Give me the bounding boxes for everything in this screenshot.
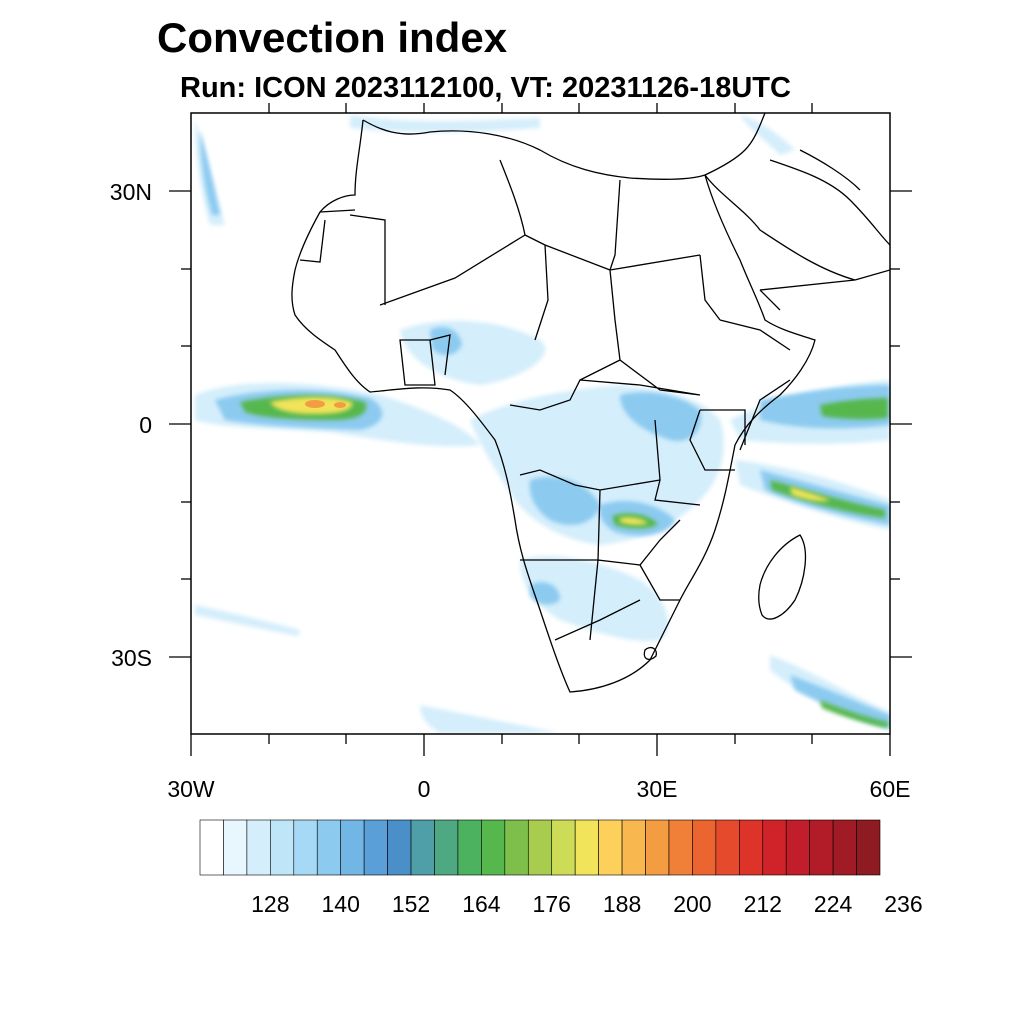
- colorbar-swatch: [739, 819, 764, 876]
- colorbar-swatch: [527, 819, 553, 876]
- colorbar-swatch: [762, 819, 787, 876]
- colorbar-label: 128: [251, 891, 289, 917]
- lon-label-0: 0: [418, 776, 431, 802]
- chart-subtitle: Run: ICON 2023112100, VT: 20231126-18UTC: [180, 72, 791, 104]
- colorbar-swatch: [692, 819, 717, 876]
- colorbar-label: 176: [533, 891, 571, 917]
- colorbar-swatch: [551, 819, 576, 876]
- colorbar-label: 188: [603, 891, 641, 917]
- colorbar-labels: 128 140 152 164 176 188 200 212 224 236: [251, 891, 922, 917]
- lat-label-30n: 30N: [110, 179, 152, 205]
- colorbar-swatch: [387, 819, 412, 876]
- colorbar-label: 236: [884, 891, 922, 917]
- colorbar-swatch: [481, 819, 506, 876]
- axis-ticks: [169, 103, 912, 756]
- colorbar-swatch: [363, 819, 388, 876]
- chart-title: Convection index: [157, 14, 508, 61]
- colorbar-swatch: [621, 819, 646, 876]
- colorbar-swatch: [809, 819, 834, 876]
- colorbar-label: 200: [673, 891, 711, 917]
- colorbar-swatch: [832, 819, 857, 876]
- colorbar-swatch: [223, 819, 248, 876]
- convection-field: [195, 113, 890, 733]
- colorbar-swatch: [410, 819, 435, 876]
- colorbar-swatch: [434, 819, 459, 876]
- colorbar-label: 212: [744, 891, 782, 917]
- colorbar-swatch: [293, 819, 318, 876]
- colorbar-swatch: [785, 819, 810, 876]
- colorbar-swatch: [457, 819, 482, 876]
- colorbar-swatch: [598, 819, 623, 876]
- coastlines: [291, 113, 890, 693]
- colorbar-swatch: [856, 819, 881, 876]
- colorbar-swatch: [504, 819, 529, 876]
- colorbar-label: 224: [814, 891, 853, 917]
- colorbar: [199, 819, 881, 876]
- colorbar-swatch: [645, 819, 670, 876]
- lon-label-30e: 30E: [637, 776, 678, 802]
- colorbar-swatch: [199, 819, 224, 876]
- lat-label-0: 0: [139, 412, 152, 438]
- colorbar-label: 152: [392, 891, 430, 917]
- colorbar-swatch: [715, 819, 740, 876]
- colorbar-swatch: [270, 819, 295, 876]
- colorbar-label: 164: [462, 891, 501, 917]
- colorbar-label: 140: [322, 891, 360, 917]
- colorbar-swatch: [668, 819, 693, 876]
- lon-label-60e: 60E: [870, 776, 911, 802]
- lat-label-30s: 30S: [111, 645, 152, 671]
- colorbar-swatch: [340, 819, 365, 876]
- lon-label-30w: 30W: [167, 776, 215, 802]
- colorbar-swatch: [574, 819, 599, 876]
- colorbar-swatch: [316, 819, 341, 876]
- colorbar-swatch: [246, 819, 271, 876]
